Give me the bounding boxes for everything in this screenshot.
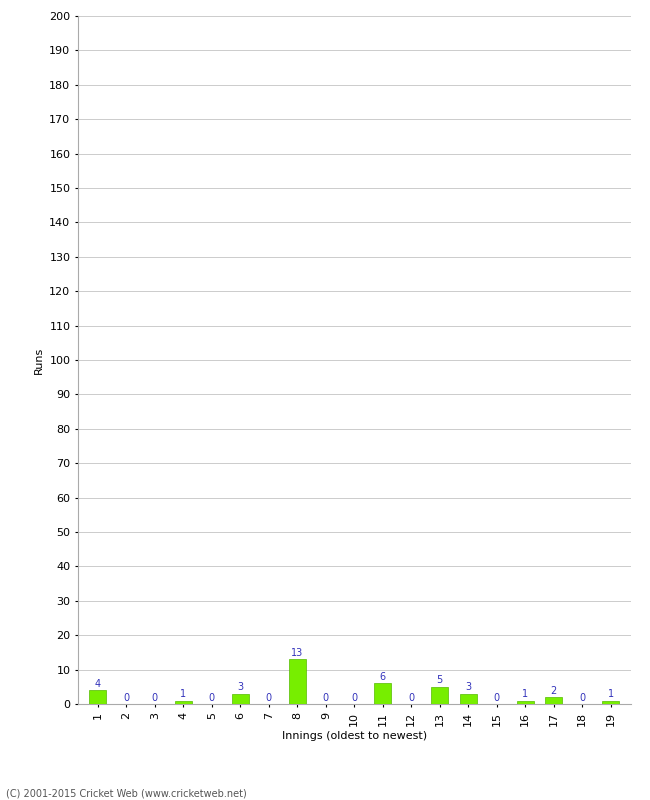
Text: 1: 1	[180, 689, 187, 699]
Text: 0: 0	[209, 693, 215, 702]
Text: 0: 0	[124, 693, 129, 702]
Text: 3: 3	[237, 682, 243, 692]
Text: 1: 1	[522, 689, 528, 699]
Text: 13: 13	[291, 648, 304, 658]
Text: 0: 0	[152, 693, 158, 702]
Text: 0: 0	[351, 693, 358, 702]
Bar	[517, 701, 534, 704]
Y-axis label: Runs: Runs	[34, 346, 44, 374]
Bar	[460, 694, 476, 704]
X-axis label: Innings (oldest to newest): Innings (oldest to newest)	[281, 731, 427, 742]
Text: 3: 3	[465, 682, 471, 692]
Text: 4: 4	[95, 679, 101, 689]
Bar	[545, 697, 562, 704]
Text: 0: 0	[266, 693, 272, 702]
Text: 0: 0	[322, 693, 329, 702]
Bar	[289, 659, 306, 704]
Text: 0: 0	[579, 693, 585, 702]
Bar	[232, 694, 249, 704]
Text: 5: 5	[437, 675, 443, 686]
Bar	[431, 686, 448, 704]
Bar	[90, 690, 107, 704]
Bar	[175, 701, 192, 704]
Text: 6: 6	[380, 672, 386, 682]
Text: 0: 0	[408, 693, 414, 702]
Text: 1: 1	[608, 689, 614, 699]
Text: 0: 0	[493, 693, 500, 702]
Bar	[602, 701, 619, 704]
Text: (C) 2001-2015 Cricket Web (www.cricketweb.net): (C) 2001-2015 Cricket Web (www.cricketwe…	[6, 789, 247, 798]
Text: 2: 2	[551, 686, 557, 696]
Bar	[374, 683, 391, 704]
